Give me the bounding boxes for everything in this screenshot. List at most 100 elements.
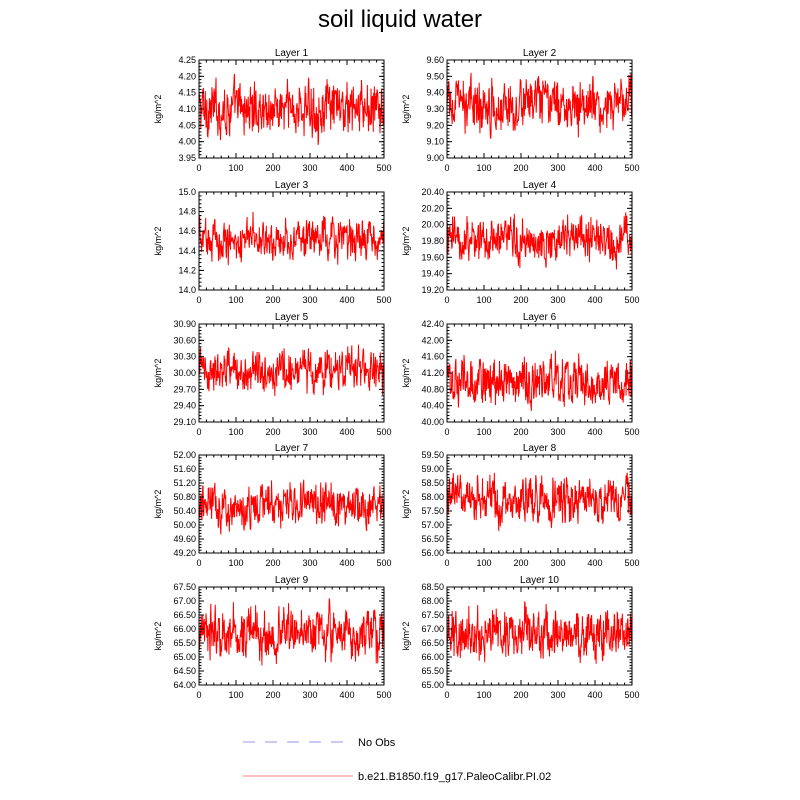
x-tick-label: 400 [587,163,602,173]
y-tick-label: 56.50 [421,534,444,544]
y-tick-label: 29.40 [173,401,196,411]
y-tick-label: 41.20 [421,368,444,378]
x-tick-label: 300 [550,427,565,437]
x-tick-label: 100 [476,690,491,700]
y-tick-label: 40.40 [421,401,444,411]
x-tick-label: 100 [228,427,243,437]
chart-panel: Layer 7 0 100 200 300 400 500 49.20 49.60 50.00 50… [153,443,392,568]
plot-frame [198,191,385,291]
y-tick-label: 57.00 [421,520,444,530]
y-tick-label: 14.2 [178,265,196,275]
y-tick-label: 20.00 [421,220,444,230]
y-tick-label: 51.20 [173,478,196,488]
y-tick-label: 9.40 [426,88,444,98]
y-tick-label: 4.05 [178,120,196,130]
x-tick-label: 0 [196,295,201,305]
y-tick-label: 64.50 [173,666,196,676]
y-tick-label: 50.80 [173,492,196,502]
y-axis-label: kg/m^2 [401,490,411,519]
x-tick-label: 400 [587,427,602,437]
y-tick-label: 65.00 [421,680,444,690]
series-line [446,472,633,532]
x-tick-label: 400 [339,427,354,437]
y-tick-label: 52.00 [173,450,196,460]
x-tick-label: 400 [339,163,354,173]
x-tick-label: 200 [513,558,528,568]
y-tick-label: 14.6 [178,226,196,236]
y-tick-label: 67.00 [173,596,196,606]
y-tick-label: 15.0 [178,187,196,197]
x-tick-label: 100 [228,690,243,700]
y-axis-label: kg/m^2 [401,622,411,651]
x-tick-label: 300 [302,427,317,437]
x-tick-label: 200 [513,690,528,700]
x-tick-label: 300 [550,558,565,568]
x-tick-label: 400 [587,690,602,700]
chart-panel: Layer 9 0 100 200 300 400 500 64.00 64.50 65.00 65… [153,575,392,700]
x-tick-label: 100 [476,427,491,437]
x-tick-label: 200 [265,163,280,173]
x-tick-label: 200 [513,163,528,173]
y-tick-label: 19.20 [421,285,444,295]
x-tick-label: 300 [302,690,317,700]
x-tick-label: 0 [444,690,449,700]
y-tick-label: 50.40 [173,506,196,516]
panel-title: Layer 3 [275,180,309,191]
y-tick-label: 4.25 [178,55,196,65]
y-tick-label: 42.00 [421,335,444,345]
chart-panel: Layer 5 0 100 200 300 400 500 29.10 29.40 29.70 30… [153,312,392,437]
y-tick-label: 14.4 [178,246,196,256]
x-tick-label: 200 [265,690,280,700]
y-tick-label: 49.20 [173,548,196,558]
x-tick-label: 400 [339,295,354,305]
y-tick-label: 9.20 [426,120,444,130]
y-tick-label: 50.00 [173,520,196,530]
x-tick-label: 0 [444,163,449,173]
chart-panel: Layer 6 0 100 200 300 400 500 40.00 40.40 40.80 41… [401,312,640,437]
y-tick-label: 68.00 [421,596,444,606]
panel-title: Layer 1 [275,48,309,59]
x-tick-label: 0 [196,558,201,568]
y-tick-label: 19.40 [421,269,444,279]
y-tick-label: 14.8 [178,207,196,217]
y-tick-label: 58.50 [421,478,444,488]
x-tick-label: 200 [265,558,280,568]
y-axis-label: kg/m^2 [153,359,163,388]
series-line [446,600,633,664]
y-tick-label: 49.60 [173,534,196,544]
series-line [198,479,385,535]
x-tick-label: 500 [376,690,391,700]
series-line [446,72,633,139]
series-line [198,598,385,666]
x-tick-label: 300 [550,690,565,700]
y-tick-label: 20.20 [421,203,444,213]
y-tick-label: 67.00 [421,624,444,634]
y-tick-label: 9.60 [426,55,444,65]
x-tick-label: 200 [513,427,528,437]
x-tick-label: 100 [476,558,491,568]
series-line [198,211,385,266]
panel-title: Layer 2 [523,48,557,59]
x-tick-label: 500 [376,163,391,173]
x-tick-label: 200 [265,295,280,305]
x-tick-label: 500 [624,427,639,437]
x-tick-label: 100 [476,295,491,305]
series-line [446,350,633,411]
x-tick-label: 500 [624,690,639,700]
x-tick-label: 200 [513,295,528,305]
chart-panel: Layer 4 0 100 200 300 400 500 19.20 19.40 19.60 19… [401,180,640,305]
x-tick-label: 400 [587,295,602,305]
x-tick-label: 500 [376,558,391,568]
y-tick-label: 4.15 [178,88,196,98]
panel-title: Layer 4 [523,180,557,191]
chart-panel: Layer 10 0 100 200 300 400 500 65.00 65.50 66.00 6… [401,575,640,700]
y-tick-label: 68.50 [421,582,444,592]
x-tick-label: 300 [302,295,317,305]
panel-title: Layer 7 [275,443,309,454]
x-tick-label: 300 [550,163,565,173]
x-tick-label: 400 [339,558,354,568]
x-tick-label: 0 [196,427,201,437]
plot-frame [198,454,385,554]
y-tick-label: 30.00 [173,368,196,378]
